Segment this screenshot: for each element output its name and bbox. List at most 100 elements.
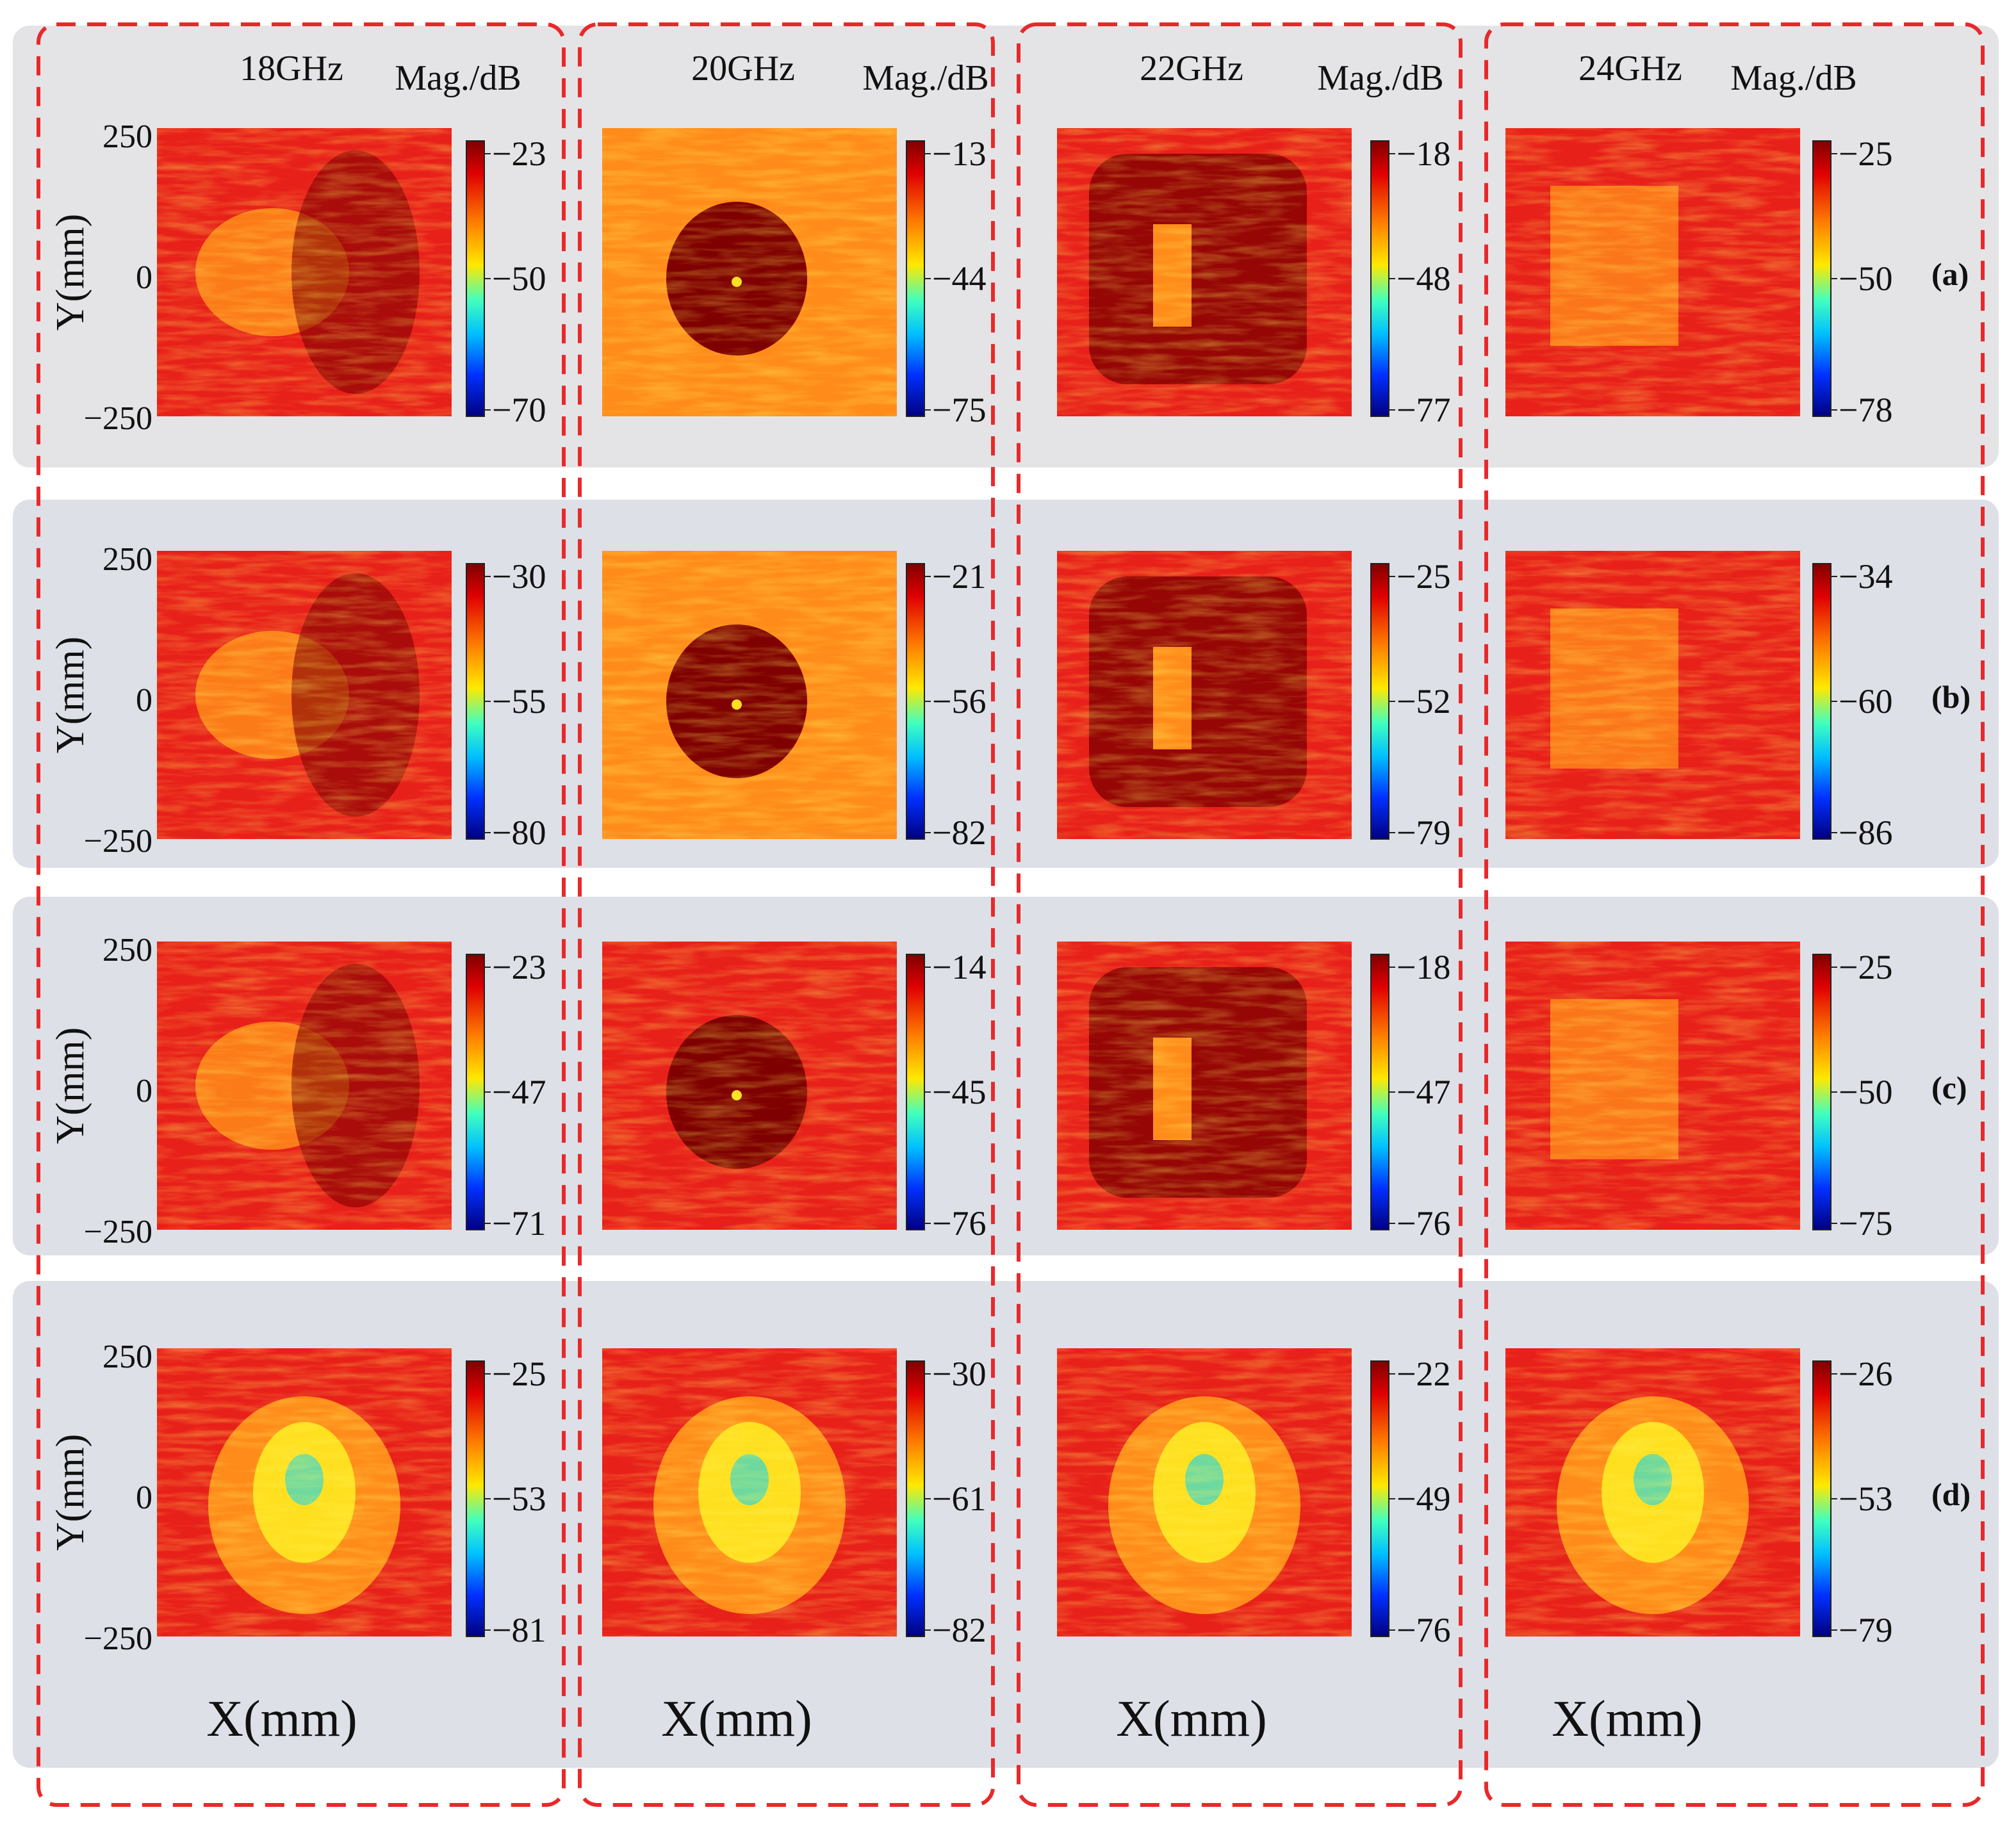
heatmap-1-2: −25 −52 −79	[1057, 551, 1450, 852]
y-axis-label: Y(mm)	[49, 637, 92, 754]
column-header-3: 24GHz	[1578, 49, 1682, 88]
column-frame-2	[1017, 22, 1463, 1807]
colorbar-tick-label: −45	[932, 1073, 986, 1111]
y-tick-label: −250	[84, 400, 152, 437]
heatmap-texture	[1057, 942, 1352, 1230]
heatmap-0-3: −25 −50 −78	[1505, 128, 1892, 429]
colorbar-title: Mag./dB	[1730, 58, 1857, 98]
colorbar-tick-label: −71	[492, 1204, 546, 1243]
x-axis-label: X(mm)	[661, 1691, 812, 1747]
colorbar-tick-label: −30	[492, 557, 546, 596]
heatmap-0-2: −18 −48 −77	[1057, 128, 1450, 429]
heatmap-texture	[157, 128, 452, 416]
colorbar-tick-label: −82	[932, 813, 986, 852]
colorbar-0-0	[466, 140, 485, 417]
colorbar-1-0	[466, 563, 485, 840]
figure-labels: (a)2500−250Y(mm)(b)2500−250Y(mm)(c)2500−…	[49, 49, 1971, 1747]
heatmap-texture	[1057, 1348, 1352, 1636]
heatmap-2-1: −14 −45 −76	[602, 942, 986, 1243]
heatmap-panels: −23−50−70−13−44−75−18−48−77−25−50−78−30−…	[157, 128, 1892, 1649]
colorbar-tick-label: −49	[1397, 1480, 1450, 1518]
heatmap-texture	[1505, 128, 1800, 416]
y-tick-label: 250	[102, 1339, 152, 1375]
row-band-2	[13, 897, 1999, 1255]
row-band-3	[13, 1281, 1999, 1768]
y-tick-label: 250	[102, 541, 152, 578]
colorbar-tick-label: −50	[1839, 1073, 1892, 1111]
colorbar-0-2	[1370, 140, 1389, 417]
colorbar-3-1	[906, 1360, 925, 1637]
colorbar-tick-label: −18	[1397, 135, 1450, 173]
column-frame-1	[578, 22, 995, 1807]
column-frames	[37, 22, 1985, 1807]
y-tick-label: 0	[136, 1480, 152, 1516]
heatmap-texture	[1505, 1348, 1800, 1636]
colorbar-tick-label: −23	[492, 948, 546, 986]
heatmap-0-0: −23 −50 −70	[157, 128, 546, 429]
x-axis-label: X(mm)	[206, 1691, 357, 1747]
heatmap-texture	[157, 551, 452, 839]
column-header-1: 20GHz	[691, 49, 795, 88]
colorbar-1-2	[1370, 563, 1389, 840]
colorbar-tick-label: −52	[1397, 682, 1450, 721]
colorbar-title: Mag./dB	[395, 58, 521, 98]
row-label: (b)	[1931, 679, 1971, 715]
y-axis-label: Y(mm)	[49, 214, 92, 331]
heatmap-3-3: −26 −53 −79	[1505, 1348, 1892, 1649]
colorbar-tick-label: −47	[1397, 1073, 1450, 1111]
heatmap-texture	[1505, 551, 1800, 839]
colorbar-tick-label: −14	[932, 948, 986, 986]
colorbar-tick-label: −26	[1839, 1355, 1892, 1393]
y-axis-label: Y(mm)	[49, 1434, 92, 1551]
colorbar-0-3	[1812, 140, 1832, 417]
heatmap-2-2: −18 −47 −76	[1057, 942, 1450, 1243]
colorbar-tick-label: −50	[1839, 259, 1892, 298]
heatmap-3-0: −25 −53 −81	[157, 1348, 546, 1649]
colorbar-tick-label: −79	[1397, 813, 1450, 852]
colorbar-tick-label: −82	[932, 1611, 986, 1649]
colorbar-tick-label: −75	[932, 391, 986, 429]
colorbar-2-2	[1370, 954, 1389, 1230]
colorbar-2-1	[906, 954, 925, 1230]
column-header-0: 18GHz	[240, 49, 343, 88]
colorbar-tick-label: −34	[1839, 557, 1892, 596]
colorbar-tick-label: −13	[932, 135, 986, 173]
colorbar-3-0	[466, 1360, 485, 1637]
colorbar-3-2	[1370, 1360, 1389, 1637]
colorbar-2-0	[466, 954, 485, 1230]
colorbar-tick-label: −56	[932, 682, 986, 721]
colorbar-tick-label: −70	[492, 391, 546, 429]
heatmap-texture	[1505, 942, 1800, 1230]
colorbar-tick-label: −77	[1397, 391, 1450, 429]
heatmap-1-0: −30 −55 −80	[157, 551, 546, 852]
colorbar-tick-label: −21	[932, 557, 986, 596]
colorbar-tick-label: −80	[492, 813, 546, 852]
heatmap-texture	[602, 1348, 897, 1636]
heatmap-texture	[157, 942, 452, 1230]
heatmap-texture	[1057, 128, 1352, 416]
colorbar-tick-label: −61	[932, 1480, 986, 1518]
colorbar-tick-label: −25	[1839, 948, 1892, 986]
y-tick-label: −250	[84, 823, 152, 860]
y-tick-label: 0	[136, 682, 152, 719]
row-label: (c)	[1931, 1070, 1967, 1106]
colorbar-tick-label: −30	[932, 1355, 986, 1393]
colorbar-tick-label: −76	[1397, 1204, 1450, 1243]
colorbar-tick-label: −60	[1839, 682, 1892, 721]
colorbar-tick-label: −47	[492, 1073, 546, 1111]
heatmap-1-3: −34 −60 −86	[1505, 551, 1892, 852]
colorbar-1-3	[1812, 563, 1832, 840]
colorbar-tick-label: −53	[1839, 1480, 1892, 1518]
x-axis-label: X(mm)	[1116, 1691, 1267, 1747]
heatmap-texture	[602, 942, 897, 1230]
colorbar-tick-label: −53	[492, 1480, 546, 1518]
colorbar-tick-label: −81	[492, 1611, 546, 1649]
colorbar-tick-label: −55	[492, 682, 546, 721]
row-label: (a)	[1931, 256, 1969, 292]
colorbar-tick-label: −76	[1397, 1611, 1450, 1649]
column-frame-0	[37, 22, 566, 1807]
heatmap-2-0: −23 −47 −71	[157, 942, 546, 1243]
column-frame-3	[1484, 22, 1985, 1807]
heatmap-1-1: −21 −56 −82	[602, 551, 986, 852]
